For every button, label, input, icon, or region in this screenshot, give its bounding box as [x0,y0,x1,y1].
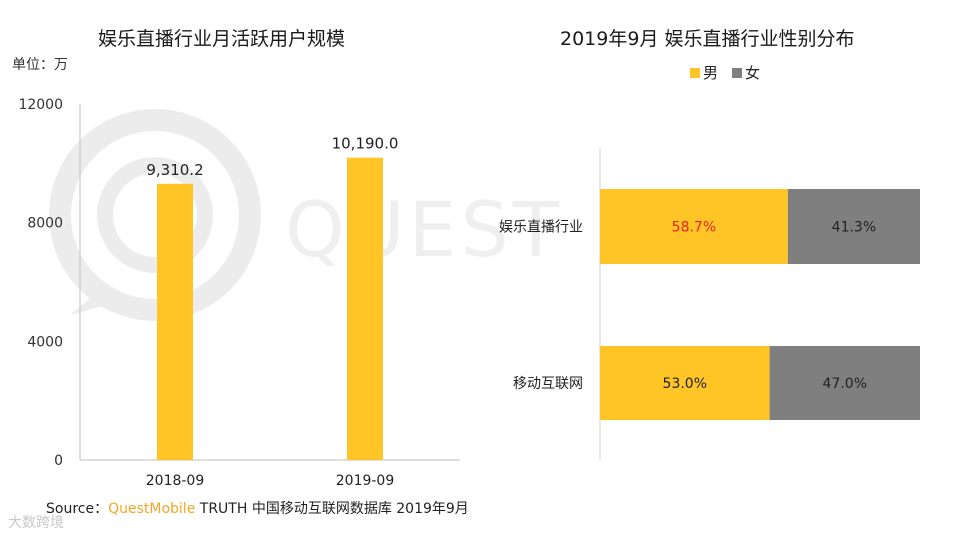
stacked-bar-segment [600,189,788,264]
quest-watermark-logo [49,109,261,321]
segment-value-label: 58.7% [672,220,716,236]
y-category-label: 娱乐直播行业 [499,219,583,236]
segment-value-label: 41.3% [832,220,876,236]
x-tick-label: 2018-09 [146,473,205,489]
source-rest: TRUTH 中国移动互联网数据库 2019年9月 [195,501,469,517]
legend-swatch [732,68,742,78]
watermark-text: QUEST [285,185,564,274]
right-chart-title: 2019年9月 娱乐直播行业性别分布 [560,28,855,50]
y-tick-label: 0 [54,453,63,469]
legend-swatch [690,68,700,78]
bar [157,183,193,460]
left-bar-chart: 0 4000 8000 12000 9,310.2 2018-09 10,190.0 2019… [18,97,460,489]
stacked-bar-segment [787,189,920,264]
y-tick-label: 8000 [27,216,63,232]
source-brand: QuestMobile [108,501,196,517]
y-tick-label: 12000 [18,97,63,113]
y-tick-label: 4000 [27,334,63,350]
source-prefix: Source： [46,501,109,517]
legend-label: 男 [703,64,718,82]
bar [347,157,383,461]
right-stacked-bar-chart: 男 女 58.7% 41.3% 娱乐直播行业 53.0% 47.0% 移动互联网 [499,64,920,460]
stacked-bar-segment [600,346,770,420]
bar-value-label: 9,310.2 [146,161,203,179]
footer-watermark: 大数跨境 [8,515,64,531]
bar-value-label: 10,190.0 [332,135,399,153]
legend-label: 女 [745,64,760,82]
segment-value-label: 53.0% [663,376,707,392]
segment-value-label: 47.0% [823,376,867,392]
unit-label: 单位：万 [12,57,68,73]
stacked-bar-segment [769,346,920,420]
source-note: Source：QuestMobile TRUTH 中国移动互联网数据库 2019… [46,498,469,518]
x-tick-label: 2019-09 [336,473,395,489]
left-chart-title: 娱乐直播行业月活跃用户规模 [98,28,346,50]
y-category-label: 移动互联网 [513,376,583,392]
